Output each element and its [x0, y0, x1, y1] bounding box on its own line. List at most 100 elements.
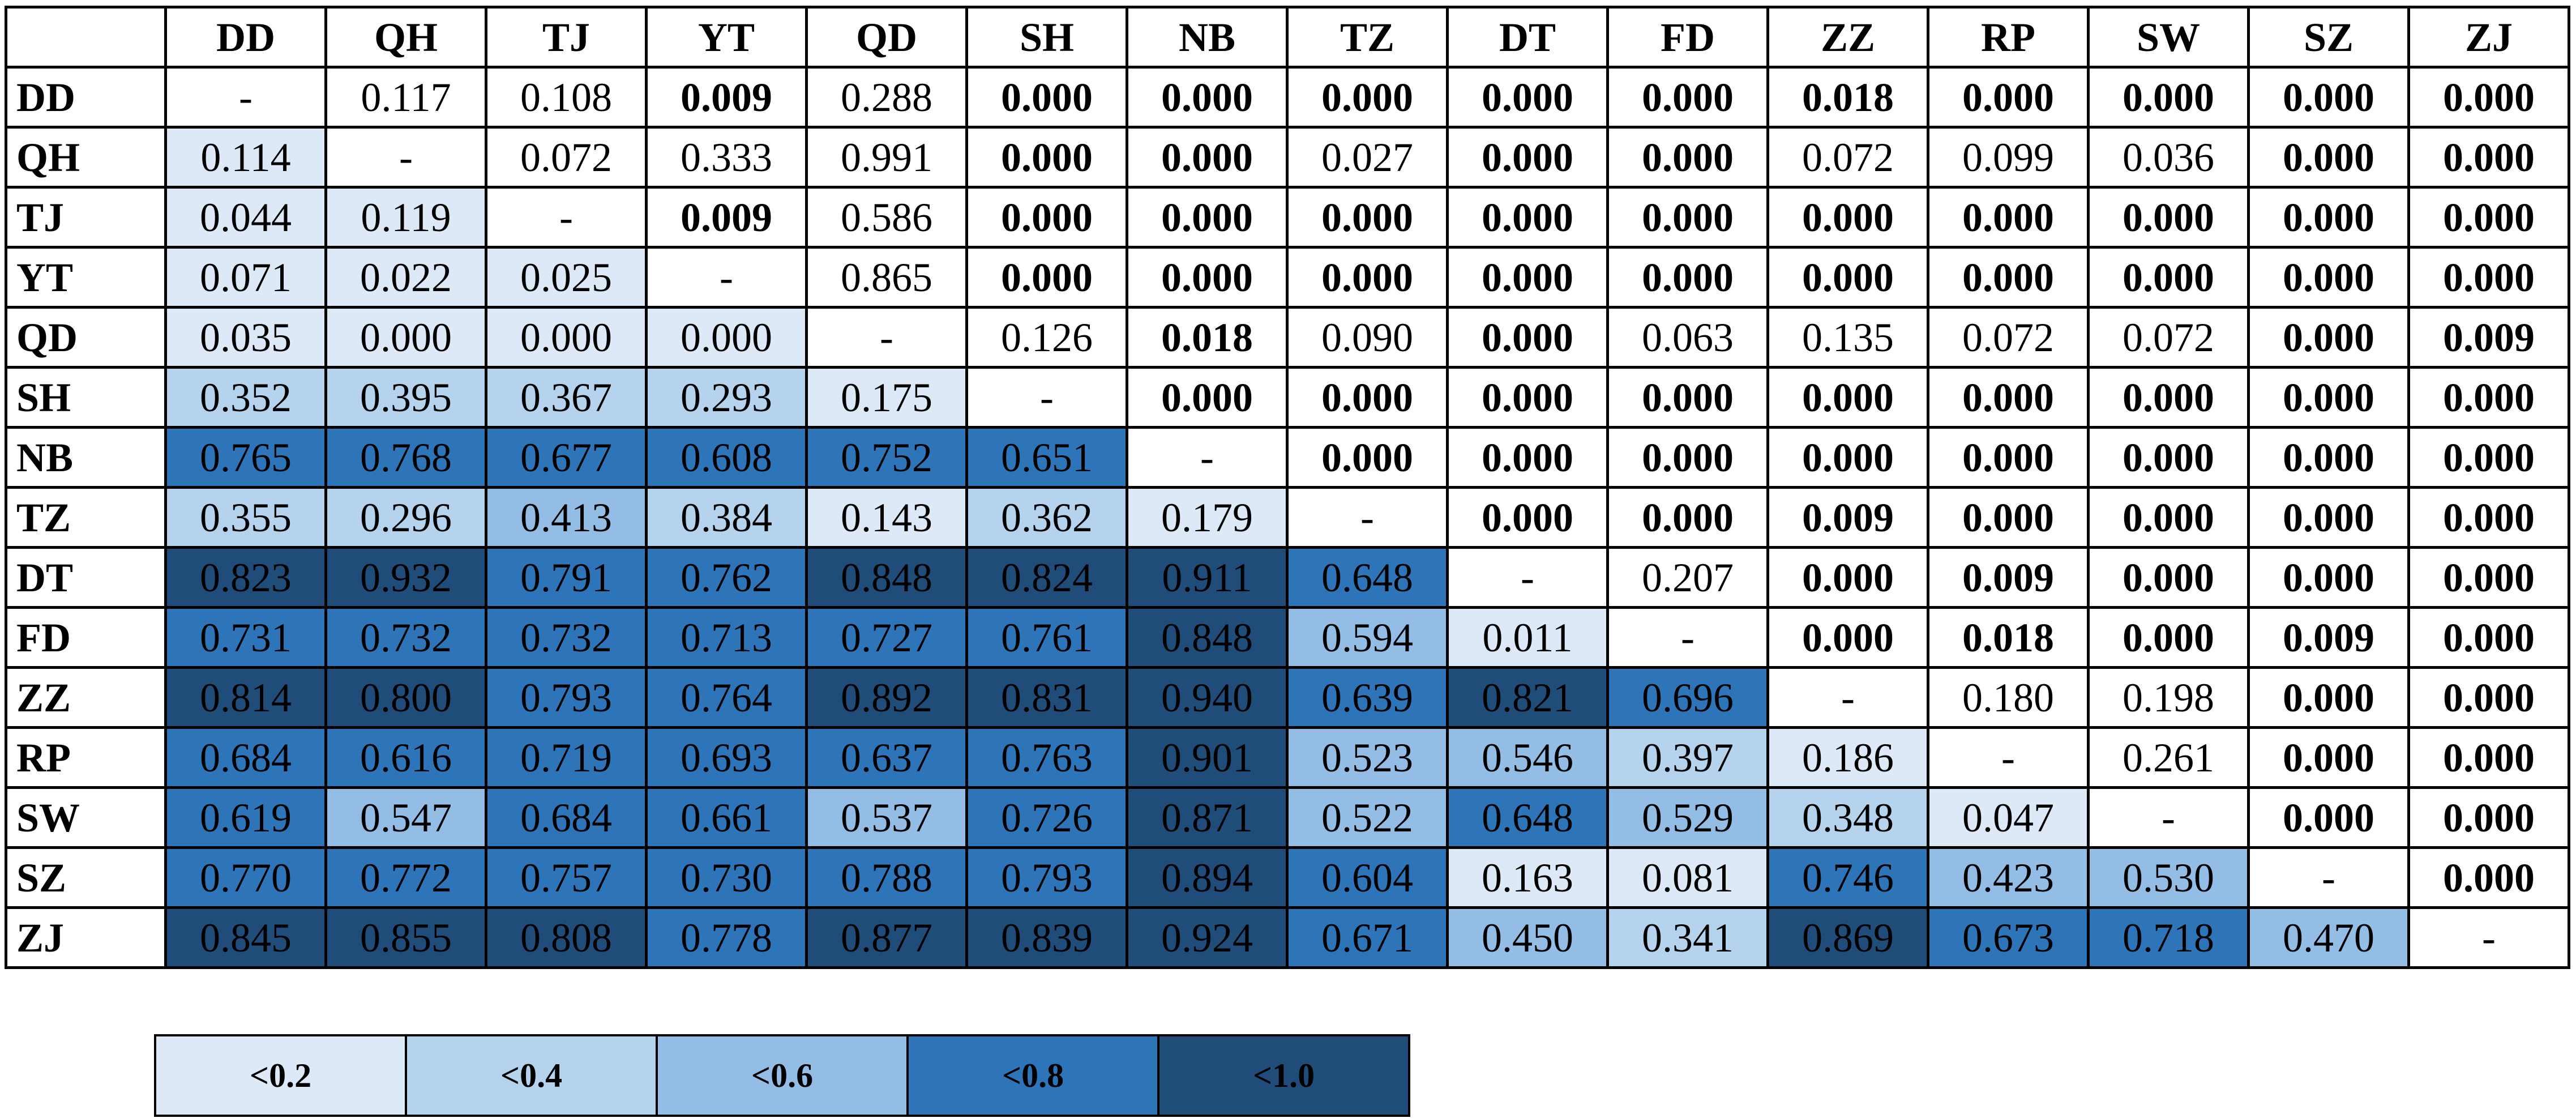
matrix-cell: 0.000: [2407, 846, 2570, 909]
matrix-cell: 0.108: [485, 66, 648, 129]
legend-swatch: <1.0: [1157, 1034, 1410, 1117]
matrix-cell: 0.824: [965, 546, 1128, 609]
matrix-cell: 0.348: [1766, 786, 1929, 849]
matrix-cell: 0.119: [324, 186, 487, 249]
column-label-zz: ZZ: [1766, 6, 1929, 69]
matrix-body: DD -0.117 0.108 0.009 0.288 0.000 0.000 0.000 0.…: [5, 66, 2570, 969]
matrix-cell: 0.047: [1927, 786, 2090, 849]
matrix-cell: 0.000: [1446, 126, 1609, 189]
matrix-cell: 0.000: [2407, 66, 2570, 129]
matrix-cell: 0.000: [1606, 66, 1769, 129]
legend-swatch: <0.8: [906, 1034, 1159, 1117]
matrix-cell: 0.894: [1126, 846, 1289, 909]
matrix-cell: 0.637: [805, 726, 968, 789]
matrix-cell: 0.000: [2247, 786, 2410, 849]
matrix-cell: 0.175: [805, 366, 968, 429]
matrix-cell: 0.000: [1606, 426, 1769, 489]
matrix-cell: 0.000: [1446, 246, 1609, 309]
matrix-cell: 0.823: [164, 546, 327, 609]
matrix-cell: 0.848: [805, 546, 968, 609]
matrix-cell: 0.000: [965, 126, 1128, 189]
matrix-row-sz: SZ 0.770 0.772 0.757 0.730 0.788 0.793 0.894 0.6…: [5, 846, 2570, 909]
matrix-row-sh: SH 0.352 0.395 0.367 0.293 0.175-0.000 0.000 0.…: [5, 366, 2570, 429]
matrix-row-yt: YT 0.071 0.022 0.025-0.865 0.000 0.000 0.000 0.…: [5, 246, 2570, 309]
matrix-cell: 0.746: [1766, 846, 1929, 909]
matrix-cell: 0.761: [965, 606, 1128, 669]
matrix-cell: 0.000: [1126, 366, 1289, 429]
matrix-cell: 0.639: [1286, 666, 1449, 729]
matrix-cell: 0.000: [1126, 126, 1289, 189]
matrix-cell: 0.732: [324, 606, 487, 669]
matrix-cell: 0.035: [164, 306, 327, 369]
matrix-cell: 0.163: [1446, 846, 1609, 909]
matrix-cell: 0.000: [2407, 426, 2570, 489]
matrix-cell: 0.261: [2087, 726, 2250, 789]
legend-row: <0.2 <0.4 <0.6 <0.8 <1.0: [154, 1034, 1410, 1117]
matrix-cell: 0.839: [965, 906, 1128, 969]
matrix-cell: 0.022: [324, 246, 487, 309]
matrix-cell: 0.000: [1766, 246, 1929, 309]
matrix-cell: 0.000: [2087, 546, 2250, 609]
column-label-tz: TZ: [1286, 6, 1449, 69]
matrix-cell: -: [965, 366, 1128, 429]
matrix-cell: 0.651: [965, 426, 1128, 489]
matrix-cell: -: [164, 66, 327, 129]
matrix-cell: 0.099: [1927, 126, 2090, 189]
matrix-cell: 0.671: [1286, 906, 1449, 969]
matrix-cell: 0.072: [1766, 126, 1929, 189]
matrix-cell: 0.000: [2247, 486, 2410, 549]
row-label-tz: TZ: [5, 486, 167, 549]
matrix-cell: 0.180: [1927, 666, 2090, 729]
matrix-row-dt: DT 0.823 0.932 0.791 0.762 0.848 0.824 0.911 0.6…: [5, 546, 2570, 609]
row-label-yt: YT: [5, 246, 167, 309]
matrix-cell: 0.000: [1286, 366, 1449, 429]
matrix-cell: 0.000: [1606, 186, 1769, 249]
matrix-cell: 0.770: [164, 846, 327, 909]
matrix-cell: 0.000: [1446, 486, 1609, 549]
matrix-cell: 0.855: [324, 906, 487, 969]
matrix-cell: 0.000: [2407, 486, 2570, 549]
matrix-cell: 0.000: [2247, 666, 2410, 729]
matrix-cell: 0.296: [324, 486, 487, 549]
matrix-cell: 0.000: [1286, 246, 1449, 309]
matrix-cell: 0.362: [965, 486, 1128, 549]
matrix-cell: 0.000: [1766, 366, 1929, 429]
column-label-nb: NB: [1126, 6, 1289, 69]
matrix-cell: 0.000: [1606, 126, 1769, 189]
matrix-cell: 0.814: [164, 666, 327, 729]
matrix-cell: 0.869: [1766, 906, 1929, 969]
matrix-cell: 0.423: [1927, 846, 2090, 909]
matrix-cell: 0.081: [1606, 846, 1769, 909]
matrix-cell: 0.293: [645, 366, 808, 429]
matrix-cell: 0.546: [1446, 726, 1609, 789]
correlation-matrix-table: DD QH TJ YT QD SH NB TZ DT FD ZZ RP SW SZ ZJ DD -0.117 0…: [5, 6, 2570, 969]
matrix-row-dd: DD -0.117 0.108 0.009 0.288 0.000 0.000 0.000 0.…: [5, 66, 2570, 129]
matrix-cell: 0.718: [2087, 906, 2250, 969]
matrix-cell: 0.090: [1286, 306, 1449, 369]
matrix-cell: 0.730: [645, 846, 808, 909]
matrix-cell: 0.764: [645, 666, 808, 729]
matrix-cell: -: [324, 126, 487, 189]
matrix-cell: 0.072: [2087, 306, 2250, 369]
row-label-dd: DD: [5, 66, 167, 129]
matrix-cell: 0.352: [164, 366, 327, 429]
matrix-cell: 0.072: [1927, 306, 2090, 369]
matrix-cell: 0.000: [324, 306, 487, 369]
matrix-cell: 0.000: [1286, 186, 1449, 249]
column-label-zj: ZJ: [2407, 6, 2570, 69]
matrix-cell: 0.000: [2247, 246, 2410, 309]
row-label-sw: SW: [5, 786, 167, 849]
matrix-cell: 0.000: [1446, 426, 1609, 489]
matrix-cell: 0.000: [2247, 126, 2410, 189]
matrix-row-sw: SW 0.619 0.547 0.684 0.661 0.537 0.726 0.871 0.5…: [5, 786, 2570, 849]
column-label-sh: SH: [965, 6, 1128, 69]
matrix-cell: 0.395: [324, 366, 487, 429]
matrix-cell: 0.000: [2247, 306, 2410, 369]
matrix-cell: 0.000: [2247, 66, 2410, 129]
matrix-row-rp: RP 0.684 0.616 0.719 0.693 0.637 0.763 0.901 0.5…: [5, 726, 2570, 789]
matrix-cell: 0.450: [1446, 906, 1609, 969]
matrix-row-zj: ZJ 0.845 0.855 0.808 0.778 0.877 0.839 0.924 0.6…: [5, 906, 2570, 969]
matrix-cell: 0.135: [1766, 306, 1929, 369]
matrix-cell: 0.586: [805, 186, 968, 249]
column-label-dt: DT: [1446, 6, 1609, 69]
